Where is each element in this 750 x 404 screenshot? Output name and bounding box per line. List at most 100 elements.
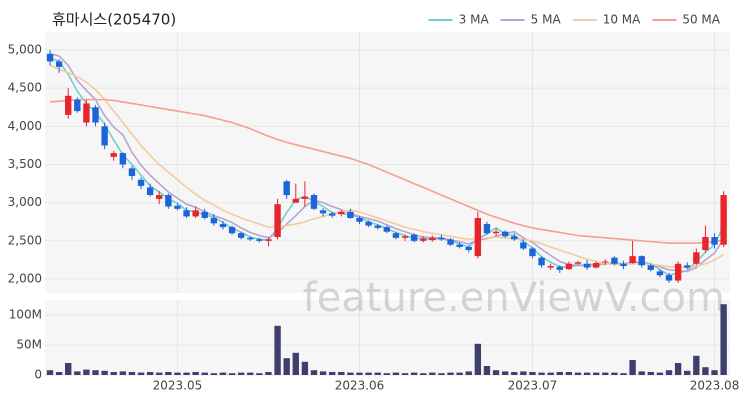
candle-body (237, 233, 245, 238)
volume-bar (574, 372, 582, 375)
candle-body (456, 244, 463, 247)
volume-bar (383, 373, 391, 375)
candle-body (383, 227, 391, 232)
candle-body (283, 181, 290, 196)
y-tick-label: 4,500 (8, 81, 42, 95)
candle-body (501, 231, 509, 237)
candle-body (674, 263, 682, 281)
volume-bar (501, 371, 509, 375)
y-tick-label: 2,000 (8, 272, 42, 286)
volume-bar (656, 372, 664, 375)
candle-body (420, 238, 427, 241)
y-tick-label: 2,500 (8, 233, 42, 247)
volume-bar (456, 372, 463, 375)
candle-body (219, 224, 227, 228)
ma-line (49, 98, 724, 244)
x-tick-label: 2023.07 (508, 379, 558, 393)
candle-body (665, 275, 673, 281)
candle-body (574, 262, 582, 264)
volume-bar (593, 372, 600, 375)
x-tick-label: 2023.05 (153, 379, 203, 393)
candle-body (146, 187, 154, 196)
candle-body (438, 237, 445, 240)
candle-body (593, 262, 600, 268)
candle-body (128, 168, 136, 176)
volume-bar (83, 369, 90, 375)
volume-bar (119, 371, 127, 375)
volume-bar (538, 372, 545, 375)
volume-bar (447, 372, 454, 375)
volume-bar (474, 343, 482, 375)
candle-body (547, 266, 554, 268)
volume-bar (219, 372, 227, 375)
candle-body (583, 263, 591, 268)
candle-body (620, 263, 627, 267)
candle-body (292, 198, 299, 203)
volume-bar (401, 373, 409, 375)
volume-bar (356, 372, 363, 375)
volume-bar (228, 373, 236, 375)
candle-body (347, 211, 354, 218)
candle-body (183, 210, 190, 217)
candle-body (329, 213, 336, 216)
candle-body (410, 234, 418, 241)
candle-body (492, 231, 500, 234)
volume-bar (256, 373, 263, 375)
volume-bar (438, 373, 445, 375)
legend-label: 3 MA (459, 13, 490, 27)
legend-label: 10 MA (603, 13, 641, 27)
volume-bar (365, 372, 372, 375)
volume-bar (74, 371, 81, 375)
candle-body (556, 266, 563, 270)
volume-bar (310, 370, 318, 375)
candle-body (310, 195, 318, 209)
candle-body (483, 224, 491, 234)
volume-bar (247, 372, 254, 375)
candle-body (319, 210, 327, 214)
y-tick-label: 100M (9, 308, 42, 322)
volume-bar (483, 366, 491, 375)
candle-body (638, 256, 645, 266)
volume-bar (620, 373, 627, 375)
volume-bar (374, 372, 381, 375)
volume-bar (237, 372, 245, 375)
volume-bar (611, 372, 618, 375)
volume-bar (492, 370, 500, 375)
volume-bar (602, 372, 609, 375)
volume-bar (329, 372, 336, 375)
candle-body (274, 204, 281, 238)
candle-body (447, 239, 454, 245)
candle-body (265, 239, 272, 241)
volume-bar (292, 352, 299, 375)
volume-bar (392, 372, 400, 375)
volume-bar (65, 363, 72, 375)
y-tick-label: 0 (34, 368, 42, 382)
volume-bar (128, 372, 136, 375)
volume-bar (547, 372, 554, 375)
volume-bar (565, 372, 573, 375)
candle-body (165, 195, 172, 207)
candle-body (629, 256, 636, 263)
volume-bar (529, 372, 536, 375)
candle-body (338, 211, 345, 215)
candle-body (702, 237, 709, 251)
candle-body (720, 195, 727, 245)
ma-line (49, 64, 725, 269)
volume-bar (338, 372, 345, 375)
volume-bar (265, 372, 272, 375)
volume-bar (55, 372, 63, 375)
y-tick-label: 4,000 (8, 119, 42, 133)
volume-bar (201, 372, 208, 375)
volume-bar (46, 370, 54, 375)
candle-body (201, 211, 208, 218)
volume-bar (301, 361, 309, 375)
candle-body (711, 237, 718, 245)
candle-body (247, 237, 254, 240)
volume-bar (511, 372, 518, 375)
candle-body (374, 225, 381, 228)
candle-body (55, 61, 63, 67)
volume-bar (583, 372, 591, 375)
candle-body (256, 239, 263, 241)
volume-bar (156, 372, 163, 375)
